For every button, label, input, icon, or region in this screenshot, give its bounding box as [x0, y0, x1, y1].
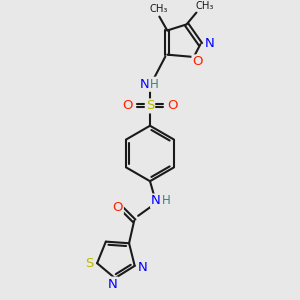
Text: N: N [205, 37, 214, 50]
Text: N: N [140, 78, 150, 91]
Text: O: O [167, 99, 178, 112]
Text: S: S [146, 99, 154, 112]
Text: H: H [150, 78, 158, 91]
Text: O: O [112, 201, 123, 214]
Text: H: H [161, 194, 170, 208]
Text: S: S [85, 257, 93, 270]
Text: N: N [138, 261, 148, 274]
Text: CH₃: CH₃ [149, 4, 167, 14]
Text: O: O [122, 99, 133, 112]
Text: CH₃: CH₃ [195, 1, 214, 10]
Text: N: N [108, 278, 118, 291]
Text: N: N [151, 194, 161, 208]
Text: O: O [193, 56, 203, 68]
